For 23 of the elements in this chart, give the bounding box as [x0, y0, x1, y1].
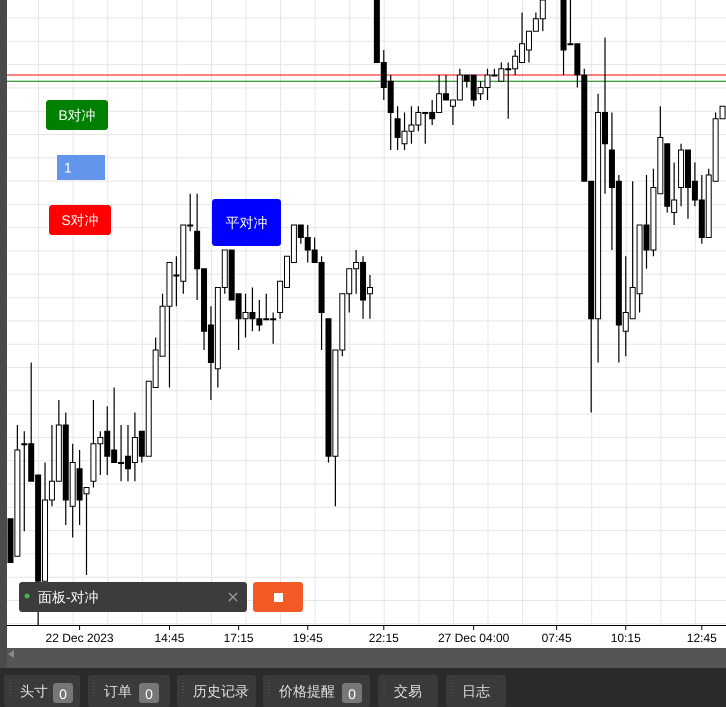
text: 0 — [145, 686, 154, 702]
annotation: 面板-对冲 — [38, 589, 99, 605]
text: 订单 — [104, 683, 132, 699]
text: 价格提醒 — [278, 683, 335, 699]
annotation: 1 — [64, 160, 72, 176]
text: 0 — [348, 686, 356, 702]
x-tick-label: 22:15 — [368, 631, 400, 645]
text: 日志 — [462, 683, 490, 699]
x-tick-label: 27 Dec 04:00 — [438, 631, 510, 645]
text: 头寸 — [20, 683, 48, 699]
text: 0 — [59, 686, 68, 702]
x-tick-label: 14:45 — [154, 631, 185, 645]
x-tick-label: 22 Dec 2023 — [46, 631, 114, 645]
annotation: S对冲 — [61, 212, 99, 228]
text: 历史记录 — [193, 683, 249, 699]
text: 交易 — [394, 683, 422, 699]
x-tick-label: 17:15 — [224, 631, 254, 645]
annotation: 平对冲 — [226, 214, 268, 230]
x-tick-label: 19:45 — [292, 631, 324, 645]
x-tick-label: 07:45 — [542, 631, 572, 645]
annotation: B对冲 — [58, 107, 96, 123]
x-tick-label: 12:45 — [686, 631, 718, 645]
x-tick-label: 10:15 — [610, 631, 642, 645]
